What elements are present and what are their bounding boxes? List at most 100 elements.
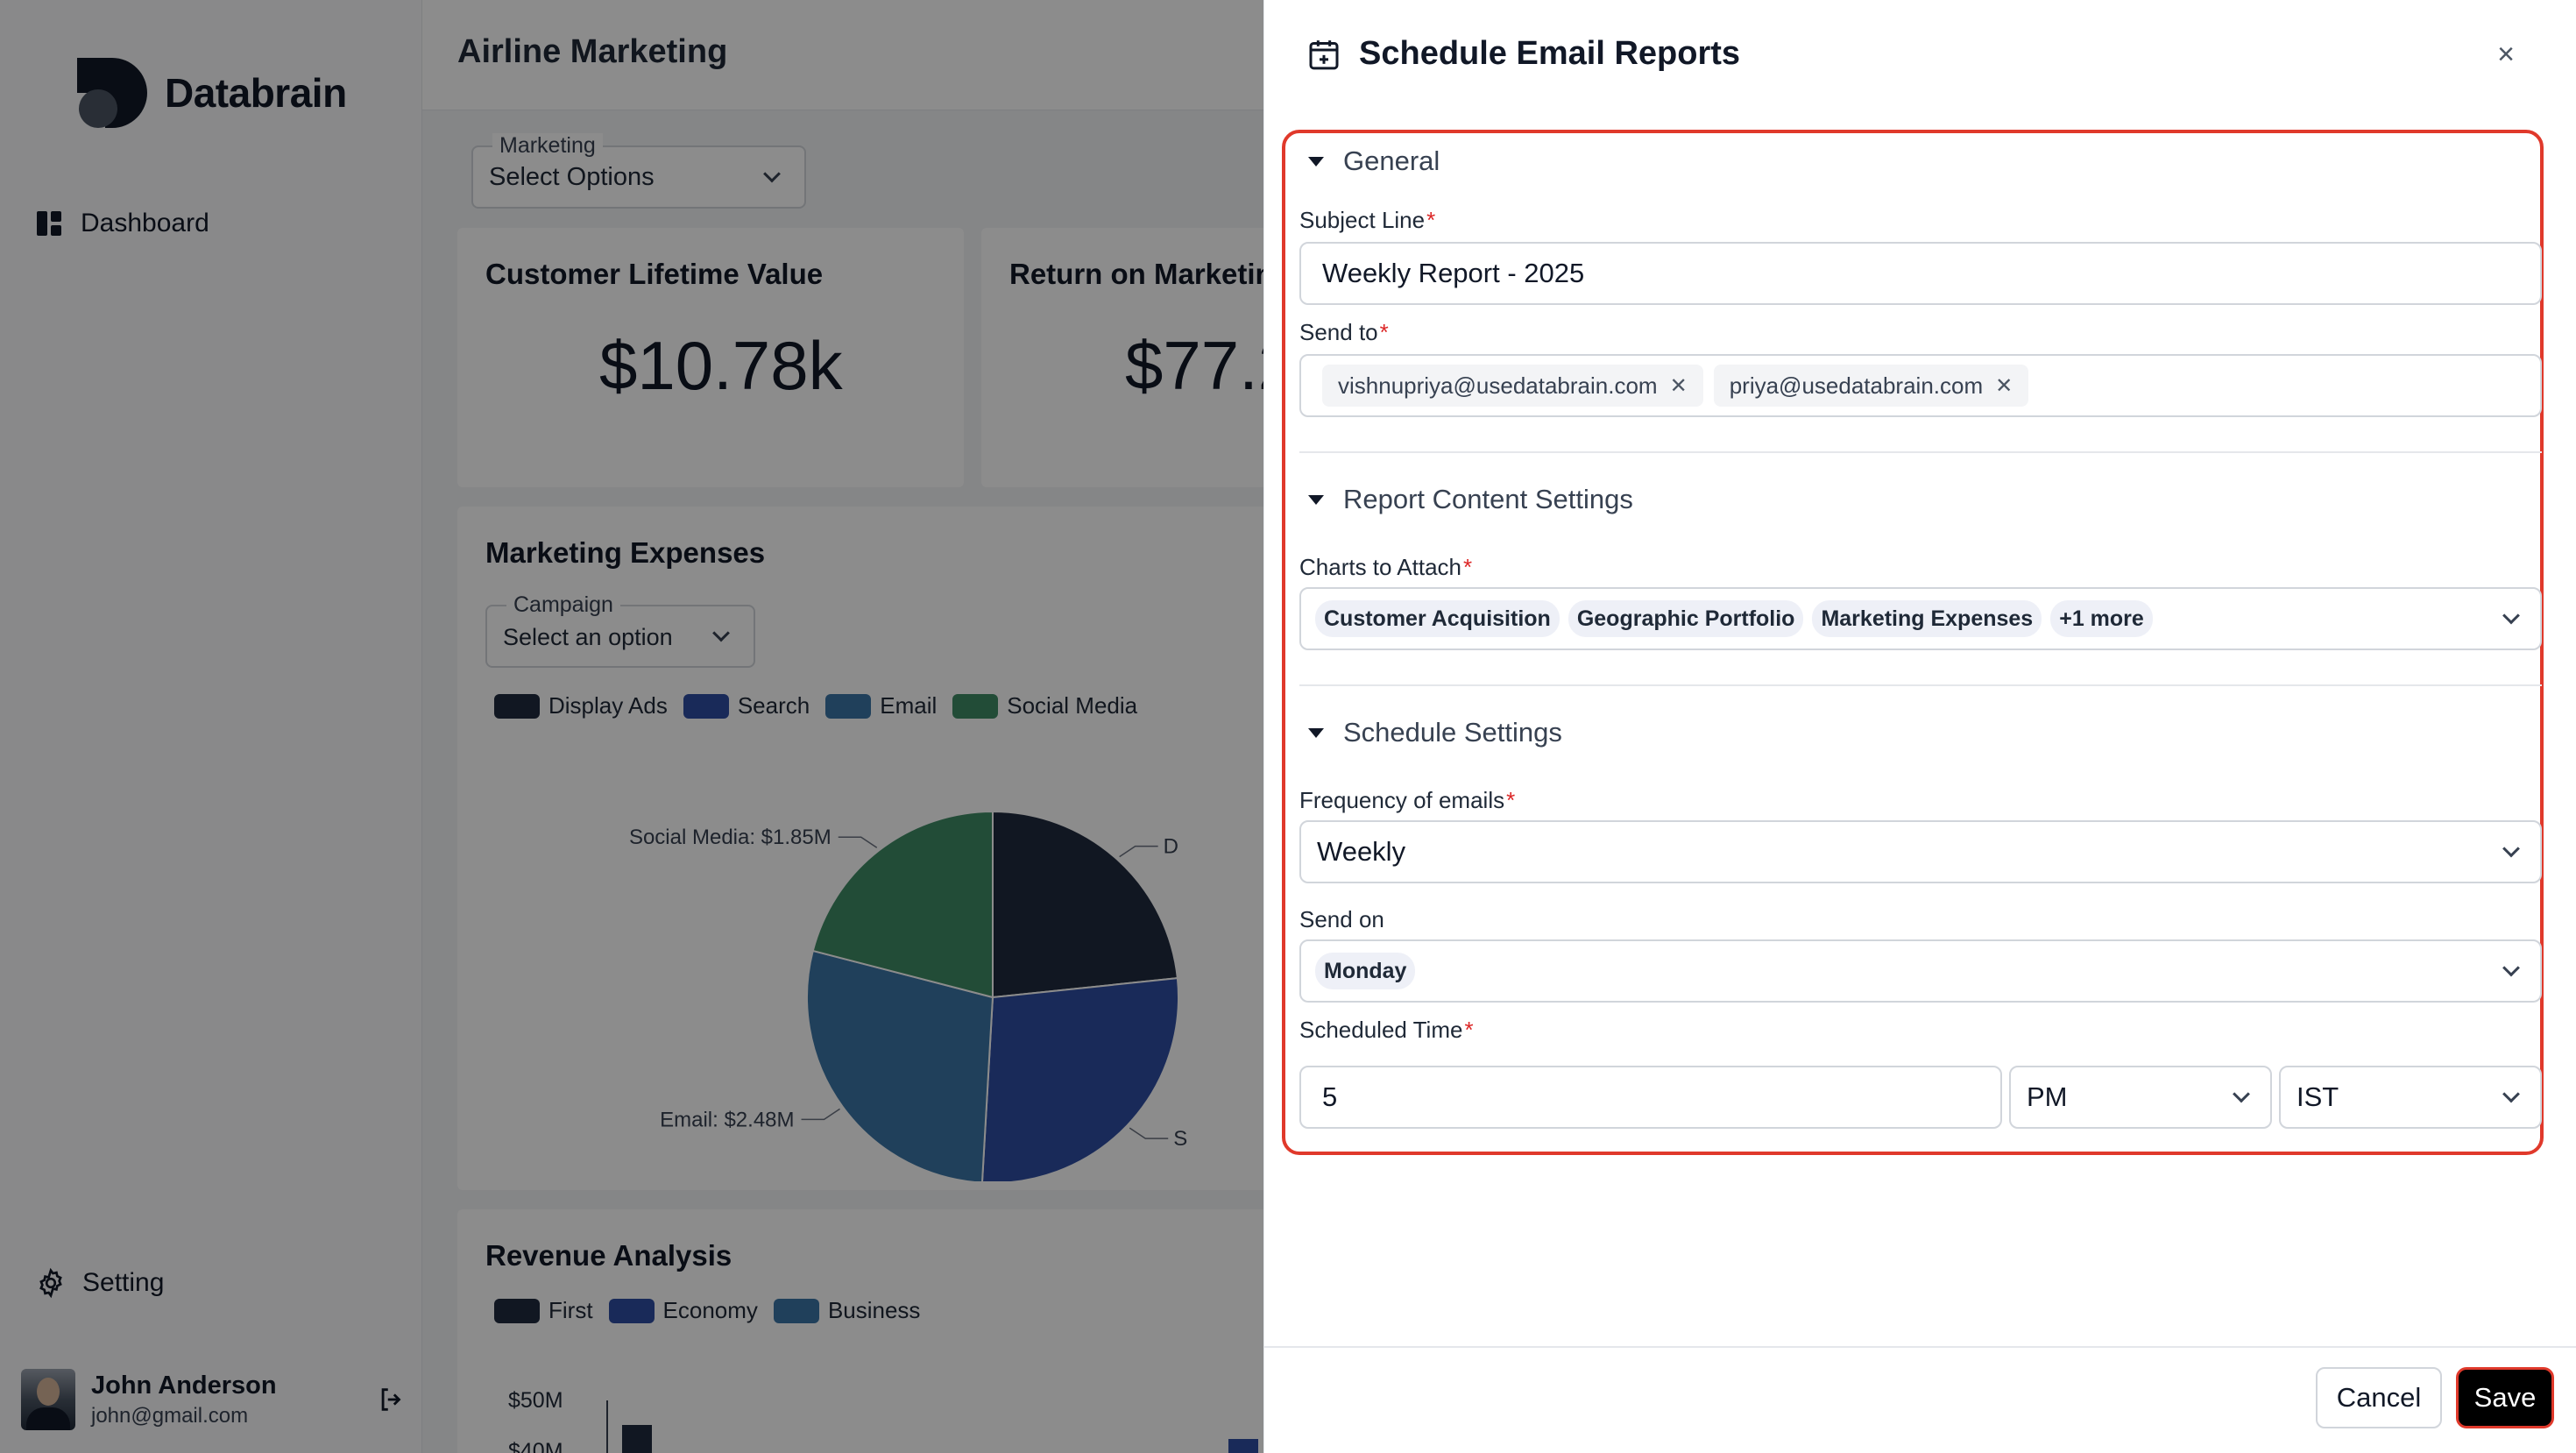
pie-slice-email[interactable] [806, 949, 994, 1181]
sidebar-item-label: Setting [82, 1268, 165, 1297]
send-on-label: Send on [1299, 906, 1384, 932]
send-on-select[interactable]: Monday [1299, 939, 2542, 1003]
dashboard-main: Airline Marketing Marketing Select Optio… [422, 0, 1281, 1453]
recipient-chips: vishnupriya@usedatabrain.com ✕ priya@used… [1322, 365, 2029, 407]
recipient-chip: vishnupriya@usedatabrain.com ✕ [1322, 365, 1703, 407]
bar [622, 1425, 652, 1453]
user-email: john@gmail.com [91, 1403, 249, 1428]
chart-tag: Marketing Expenses [1812, 600, 2042, 637]
chart-legend: Display Ads Search Email Social Media [494, 692, 1137, 719]
close-icon[interactable]: ✕ [1669, 373, 1688, 398]
charts-select[interactable]: Customer Acquisition Geographic Portfoli… [1299, 587, 2542, 650]
send-to-label: Send to* [1299, 319, 1389, 345]
y-tick-label: $50M [508, 1388, 563, 1413]
user-name: John Anderson [91, 1371, 277, 1400]
drawer-title: Schedule Email Reports [1359, 35, 1741, 72]
subject-line-input[interactable]: Weekly Report - 2025 [1299, 242, 2542, 305]
timezone-value: IST [2296, 1081, 2339, 1112]
bar [1228, 1439, 1258, 1453]
caret-down-icon [1308, 156, 1324, 167]
section-content-toggle[interactable]: Report Content Settings [1308, 484, 1633, 515]
campaign-filter[interactable]: Campaign Select an option [485, 592, 755, 668]
timezone-select[interactable]: IST [2279, 1066, 2542, 1129]
legend-item[interactable]: Business [773, 1297, 920, 1324]
scheduled-time-label: Scheduled Time* [1299, 1017, 1474, 1043]
drawer-header: Schedule Email Reports [1306, 35, 1740, 73]
pie-slice-search[interactable] [981, 977, 1179, 1181]
section-general-toggle[interactable]: General [1308, 145, 1440, 177]
chart-legend: First Economy Business [494, 1297, 920, 1324]
kpi-value: $77.2 [1125, 327, 1279, 404]
ampm-value: PM [2027, 1081, 2068, 1112]
pie-data-label: Social Media: $1.85M [629, 826, 832, 849]
section-title: General [1343, 145, 1440, 176]
send-on-tags: Monday [1315, 953, 1416, 989]
hour-input[interactable]: 5 [1299, 1066, 2002, 1129]
subject-line-value: Weekly Report - 2025 [1322, 258, 1585, 288]
marketing-expenses-card: Marketing Expenses Campaign Select an op… [457, 507, 1281, 1190]
brand-name: Databrain [165, 70, 347, 116]
chart-tag: Geographic Portfolio [1568, 600, 1804, 637]
campaign-filter-legend: Campaign [506, 592, 620, 618]
chevron-down-icon [2502, 959, 2520, 977]
section-title: Schedule Settings [1343, 717, 1562, 748]
legend-item[interactable]: Economy [608, 1297, 758, 1324]
recipient-chip: priya@usedatabrain.com ✕ [1713, 365, 2029, 407]
section-schedule-toggle[interactable]: Schedule Settings [1308, 717, 1562, 748]
pie-slice-social-media[interactable] [811, 810, 994, 999]
databrain-logo-icon [77, 58, 147, 128]
marketing-filter-legend: Marketing [492, 133, 603, 159]
kpi-title: Return on Marketin [1009, 258, 1273, 290]
chevron-down-icon [2502, 1085, 2520, 1103]
legend-item[interactable]: First [494, 1297, 593, 1324]
caret-down-icon [1308, 494, 1324, 505]
avatar [21, 1369, 75, 1430]
pie-slice-display-ads[interactable] [992, 810, 1178, 999]
pie-chart: D S Email: $2.48M Social Media: $1.85M [629, 810, 1187, 1181]
legend-item[interactable]: Email [825, 692, 937, 719]
sidebar-item-label: Dashboard [81, 209, 209, 237]
legend-item[interactable]: Social Media [952, 692, 1137, 719]
pie-leader-line [801, 1108, 840, 1121]
kpi-card-clv: Customer Lifetime Value $10.78k [457, 228, 964, 487]
chevron-down-icon [2502, 606, 2520, 625]
sidebar-item-dashboard[interactable]: Dashboard [35, 209, 209, 238]
sidebar-item-setting[interactable]: Setting [35, 1267, 164, 1299]
marketing-filter-value: Select Options [489, 163, 655, 191]
hour-value: 5 [1322, 1081, 1338, 1112]
save-button[interactable]: Save [2456, 1367, 2554, 1428]
legend-item[interactable]: Display Ads [494, 692, 668, 719]
pie-data-label: S [1173, 1127, 1187, 1151]
chart-tags: Customer Acquisition Geographic Portfoli… [1315, 600, 2153, 637]
close-icon[interactable]: ✕ [1995, 373, 2013, 398]
ampm-select[interactable]: PM [2009, 1066, 2272, 1129]
send-to-input[interactable]: vishnupriya@usedatabrain.com ✕ priya@used… [1299, 354, 2542, 417]
charts-label: Charts to Attach* [1299, 554, 1473, 580]
chart-title: Revenue Analysis [485, 1239, 732, 1272]
frequency-value: Weekly [1317, 836, 1406, 867]
dashboard-icon [37, 211, 61, 236]
close-icon[interactable]: × [2497, 38, 2515, 71]
gear-icon [39, 1267, 62, 1299]
pie-leader-line [838, 836, 878, 848]
brand-logo: Databrain [77, 58, 347, 128]
frequency-label: Frequency of emails* [1299, 787, 1516, 813]
caret-down-icon [1308, 727, 1324, 738]
sidebar: Databrain Dashboard Setting John Anderso… [0, 0, 422, 1453]
kpi-value: $10.78k [599, 327, 843, 404]
more-tag[interactable]: +1 more [2050, 600, 2153, 637]
divider [1299, 684, 2542, 686]
cancel-button[interactable]: Cancel [2316, 1367, 2442, 1428]
revenue-analysis-card: Revenue Analysis First Economy Business … [457, 1209, 1281, 1453]
legend-item[interactable]: Search [683, 692, 810, 719]
frequency-select[interactable]: Weekly [1299, 820, 2542, 883]
chevron-down-icon [2502, 840, 2520, 858]
y-axis [606, 1400, 608, 1453]
pie-data-label: D [1164, 835, 1178, 859]
drawer-footer-divider [1264, 1346, 2576, 1348]
pie-leader-line [1129, 1127, 1169, 1139]
user-profile: John Anderson john@gmail.com [21, 1369, 407, 1430]
marketing-filter[interactable]: Marketing Select Options [471, 133, 806, 209]
modal-backdrop[interactable] [0, 0, 1263, 1453]
logout-icon[interactable] [377, 1385, 407, 1414]
